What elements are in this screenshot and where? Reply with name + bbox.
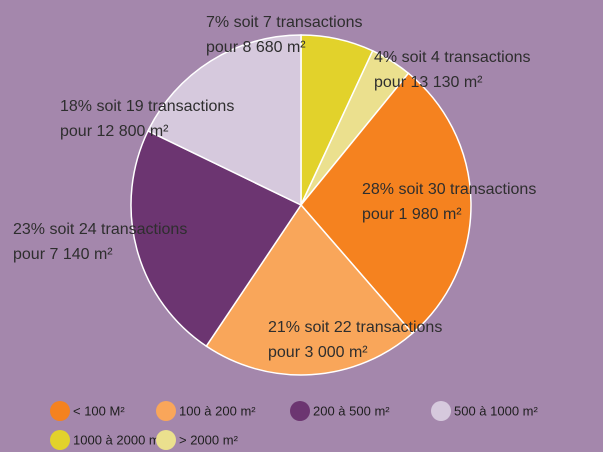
slice-label: 7% soit 7 transactions bbox=[206, 14, 363, 31]
legend-swatch bbox=[431, 401, 451, 421]
legend-label: 200 à 500 m² bbox=[313, 403, 390, 418]
legend-swatch bbox=[50, 430, 70, 450]
legend-swatch bbox=[50, 401, 70, 421]
legend-label: < 100 M² bbox=[73, 403, 125, 418]
slice-label: pour 13 130 m² bbox=[374, 74, 483, 91]
pie-slice bbox=[205, 203, 414, 376]
pie-slice bbox=[146, 34, 302, 207]
slice-label: 23% soit 24 transactions bbox=[13, 221, 187, 238]
legend-label: > 2000 m² bbox=[179, 432, 239, 447]
slice-label: 28% soit 30 transactions bbox=[362, 181, 536, 198]
slice-label: pour 1 980 m² bbox=[362, 206, 462, 223]
slice-label: 21% soit 22 transactions bbox=[268, 319, 442, 336]
legend-label: 1000 à 2000 m² bbox=[73, 432, 165, 447]
legend-swatch bbox=[156, 401, 176, 421]
legend-label: 500 à 1000 m² bbox=[454, 403, 539, 418]
slice-label: pour 8 680 m² bbox=[206, 39, 306, 56]
slice-label: pour 7 140 m² bbox=[13, 246, 113, 263]
slice-label: 18% soit 19 transactions bbox=[60, 98, 234, 115]
legend-label: 100 à 200 m² bbox=[179, 403, 256, 418]
legend-swatch bbox=[156, 430, 176, 450]
slice-label: pour 12 800 m² bbox=[60, 123, 169, 140]
pie-slice bbox=[300, 72, 472, 335]
slice-label: 4% soit 4 transactions bbox=[374, 49, 531, 66]
legend-swatch bbox=[290, 401, 310, 421]
slice-label: pour 3 000 m² bbox=[268, 344, 368, 361]
